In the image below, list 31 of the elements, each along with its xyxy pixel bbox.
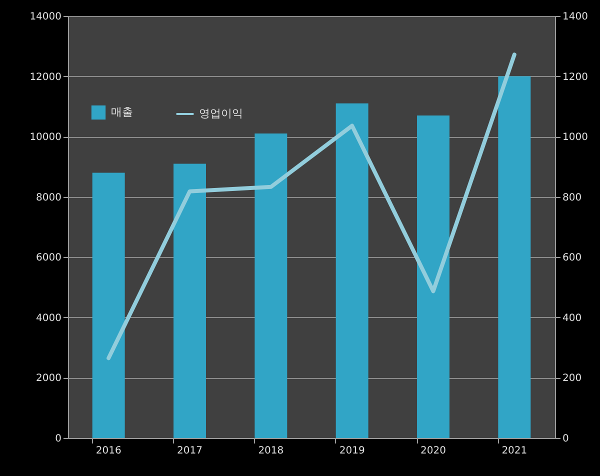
bar: [174, 164, 206, 438]
y-tick-label: 2000: [36, 373, 62, 384]
legend-label: 매출: [111, 106, 133, 118]
y2-tick-label: 400: [562, 312, 582, 324]
x-tick-label: 2020: [420, 446, 446, 456]
y2-tick-label: 0: [562, 434, 569, 444]
legend-label: 영업이익: [199, 107, 243, 120]
y-tick-label: 0: [55, 434, 62, 444]
bar: [336, 103, 368, 438]
x-tick-label: 2019: [339, 446, 365, 456]
y2-tick-label: 1200: [562, 72, 588, 83]
bar: [254, 134, 288, 438]
bar: [92, 172, 125, 438]
y-tick-label: 6000: [36, 252, 62, 264]
y2-tick-label: 200: [562, 373, 582, 384]
y-tick-label: 8000: [36, 192, 62, 204]
y-tick-label: 14000: [30, 12, 62, 22]
bar: [417, 115, 450, 438]
x-tick-label: 2016: [96, 446, 122, 456]
x-tick-label: 2018: [258, 446, 284, 456]
y2-tick-label: 1000: [562, 132, 588, 144]
y-tick-label: 4000: [36, 312, 62, 324]
line-series: [106, 52, 516, 360]
y2-tick-label: 800: [562, 192, 582, 204]
x-tick-label: 2021: [502, 446, 528, 456]
bar: [498, 76, 531, 438]
y-tick-label: 12000: [30, 72, 62, 83]
y-tick-label: 10000: [30, 132, 62, 144]
y2-tick-label: 600: [562, 252, 582, 264]
x-tick-label: 2017: [177, 446, 202, 456]
y2-tick-label: 1400: [562, 12, 588, 22]
